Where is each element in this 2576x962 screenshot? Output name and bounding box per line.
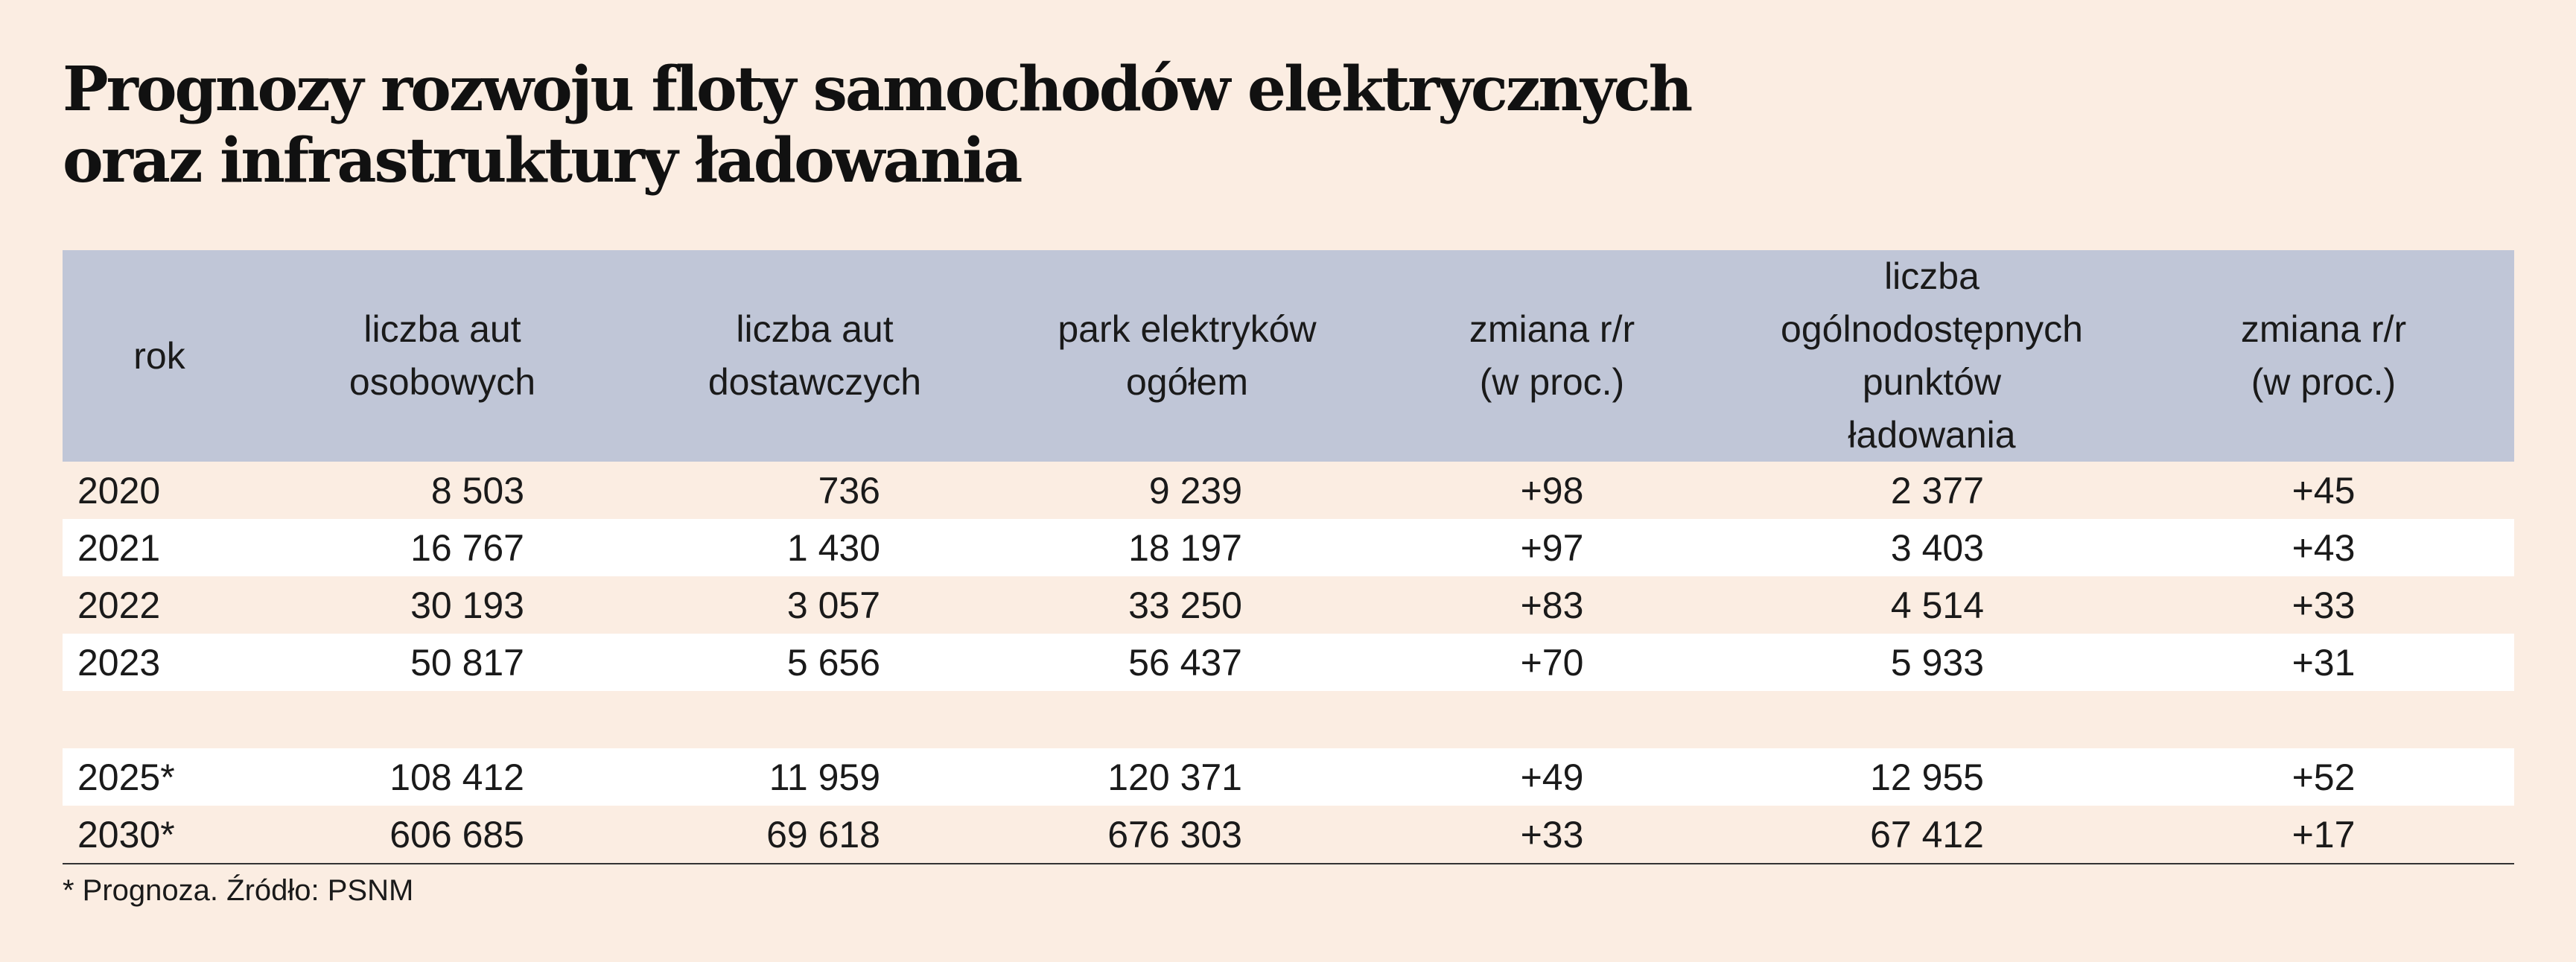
header-year: rok xyxy=(133,334,185,377)
cell-year: 2022 xyxy=(77,584,161,626)
cell-year: 2020 xyxy=(77,469,161,512)
cell-fleet-change: +98 xyxy=(1520,469,1584,512)
table-row: 2025* 108 412 11 959 120 371 +49 12 955 … xyxy=(63,748,2514,806)
cell-delivery-vans: 69 618 xyxy=(766,813,880,856)
cell-total-fleet: 18 197 xyxy=(1128,526,1242,569)
cell-total-fleet: 120 371 xyxy=(1107,756,1242,798)
cell-fleet-change: +33 xyxy=(1520,813,1584,856)
cell-charging-change: +31 xyxy=(2292,641,2356,684)
cell-charging-points: 12 955 xyxy=(1870,756,1984,798)
cell-charging-change: +33 xyxy=(2292,584,2356,626)
table-row: 2021 16 767 1 430 18 197 +97 3 403 +43 xyxy=(63,519,2514,576)
cell-delivery-vans: 11 959 xyxy=(769,756,880,798)
cell-fleet-change: +49 xyxy=(1520,756,1584,798)
cell-fleet-change: +70 xyxy=(1520,641,1584,684)
cell-year: 2021 xyxy=(77,526,161,569)
cell-year: 2025* xyxy=(77,756,175,798)
cell-passenger-cars: 50 817 xyxy=(410,641,524,684)
cell-year: 2030* xyxy=(77,813,175,856)
data-table: rok liczba aut osobowych liczba aut dost… xyxy=(63,250,2514,864)
cell-fleet-change: +83 xyxy=(1520,584,1584,626)
cell-charging-points: 4 514 xyxy=(1890,584,1984,626)
cell-passenger-cars: 30 193 xyxy=(410,584,524,626)
cell-passenger-cars: 108 412 xyxy=(389,756,524,798)
cell-total-fleet: 676 303 xyxy=(1107,813,1242,856)
cell-delivery-vans: 1 430 xyxy=(786,526,880,569)
cell-charging-change: +52 xyxy=(2292,756,2356,798)
cell-charging-change: +17 xyxy=(2292,813,2356,856)
title-line-2: oraz infrastruktury ładowania xyxy=(63,125,1023,197)
cell-delivery-vans: 736 xyxy=(818,469,880,512)
table-bottom-rule xyxy=(63,863,2514,864)
cell-total-fleet: 9 239 xyxy=(1148,469,1242,512)
table-row: 2022 30 193 3 057 33 250 +83 4 514 +33 xyxy=(63,576,2514,634)
header-delivery-vans: liczba aut dostawczych xyxy=(707,308,922,403)
header-charging-change: zmiana r/r (w proc.) xyxy=(2240,308,2407,403)
cell-charging-points: 3 403 xyxy=(1890,526,1984,569)
row-gap xyxy=(63,691,2514,748)
title-line-1: Prognozy rozwoju floty samochodów elektr… xyxy=(63,54,1693,125)
table-row: 2020 8 503 736 9 239 +98 2 377 +45 xyxy=(63,462,2514,519)
header-total-fleet: park elektryków ogółem xyxy=(1058,308,1317,403)
cell-passenger-cars: 8 503 xyxy=(430,469,524,512)
cell-passenger-cars: 16 767 xyxy=(410,526,524,569)
table-row: 2023 50 817 5 656 56 437 +70 5 933 +31 xyxy=(63,634,2514,691)
header-fleet-change: zmiana r/r (w proc.) xyxy=(1469,308,1635,403)
cell-delivery-vans: 3 057 xyxy=(786,584,880,626)
page-title: Prognozy rozwoju floty samochodów elektr… xyxy=(63,54,1693,197)
cell-fleet-change: +97 xyxy=(1520,526,1584,569)
header-passenger-cars: liczba aut osobowych xyxy=(349,308,536,403)
cell-charging-change: +45 xyxy=(2292,469,2356,512)
table-row: 2030* 606 685 69 618 676 303 +33 67 412 … xyxy=(63,806,2514,863)
cell-passenger-cars: 606 685 xyxy=(389,813,524,856)
cell-charging-change: +43 xyxy=(2292,526,2356,569)
cell-charging-points: 2 377 xyxy=(1890,469,1984,512)
cell-charging-points: 67 412 xyxy=(1870,813,1984,856)
cell-total-fleet: 56 437 xyxy=(1128,641,1242,684)
cell-delivery-vans: 5 656 xyxy=(786,641,880,684)
header-charging-points: liczba ogólnodostępnych punktów ładowani… xyxy=(1781,255,2083,456)
cell-year: 2023 xyxy=(77,641,161,684)
table-header: rok liczba aut osobowych liczba aut dost… xyxy=(63,250,2514,462)
cell-total-fleet: 33 250 xyxy=(1128,584,1242,626)
cell-charging-points: 5 933 xyxy=(1890,641,1984,684)
source-footnote: * Prognoza. Źródło: PSNM xyxy=(63,874,414,907)
